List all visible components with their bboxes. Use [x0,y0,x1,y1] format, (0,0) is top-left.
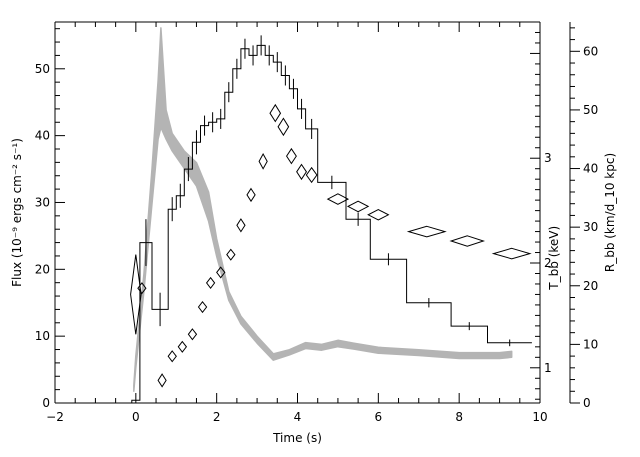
y-tick-label: 40 [35,129,50,143]
y3-axis-title: R_bb (km/d_10 kpc) [603,153,617,272]
y3-tick-label: 30 [583,220,598,234]
temperature-layer [130,103,532,388]
temperature-point [258,152,268,170]
temperature-point [187,328,198,341]
temperature-point [406,225,447,238]
temperature-point [246,187,256,203]
y2-axis-title: T_bb (keV) [547,226,561,291]
temperature-point [296,163,308,181]
y-tick-label: 10 [35,329,50,343]
temperature-point [449,235,486,247]
y3-tick-label: 60 [583,44,598,58]
x-tick-label: 4 [294,410,302,424]
y3-tick-label: 40 [583,162,598,176]
temperature-point [277,117,290,137]
temperature-point [167,350,177,363]
y3-tick-label: 50 [583,103,598,117]
flux-step-layer [131,35,532,403]
y-tick-label: 0 [42,396,50,410]
temperature-point [236,218,246,233]
y3-tick-label: 0 [583,396,591,410]
flux-histogram [131,44,532,403]
temperature-point [205,276,216,290]
temperature-point [216,266,226,279]
y3-tick-label: 20 [583,279,598,293]
y-tick-label: 50 [35,62,50,76]
x-tick-label: −2 [46,410,64,424]
axes-layer [54,21,580,404]
temperature-point [130,254,142,335]
x-tick-label: 10 [532,410,547,424]
x-tick-label: 0 [132,410,140,424]
y2-tick-label: 2 [544,256,552,270]
y-tick-label: 20 [35,262,50,276]
temperature-point [269,103,282,123]
temperature-point [177,340,188,353]
x-tick-label: 8 [455,410,463,424]
label-layer: −2 0 2 4 6 8 10010203040501230102030405060Time… [10,44,617,445]
temperature-point [157,373,167,388]
temperature-point [226,248,236,261]
y2-tick-label: 3 [544,151,552,165]
y2-tick-label: 1 [544,361,552,375]
temperature-point [305,166,318,184]
temperature-point [286,147,297,165]
y3-tick-label: 10 [583,337,598,351]
temperature-point [137,282,147,295]
x-axis-title: Time (s) [272,431,322,445]
x-tick-label: 2 [213,410,221,424]
y-axis-title: Flux (10⁻⁹ ergs cm⁻² s⁻¹) [10,138,24,287]
temperature-point [491,247,532,260]
temperature-point [367,209,390,221]
y-tick-label: 30 [35,195,50,209]
x-tick-label: 6 [375,410,383,424]
temperature-point [346,200,370,213]
temperature-point [326,193,350,205]
temperature-point [197,300,208,314]
